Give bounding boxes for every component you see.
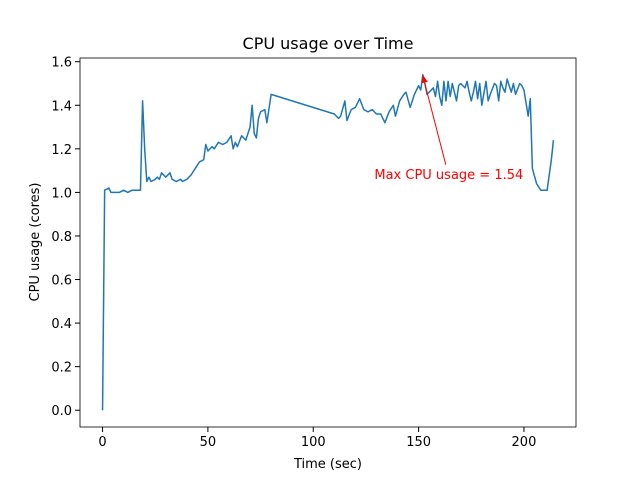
x-tick-label: 100 <box>301 435 326 450</box>
y-tick-label: 1.0 <box>51 186 72 201</box>
y-tick-label: 1.6 <box>51 56 72 71</box>
x-tick-label: 150 <box>406 435 431 450</box>
x-tick-label: 200 <box>512 435 537 450</box>
annotation-arrowhead <box>421 74 428 84</box>
x-tick-label: 50 <box>200 435 217 450</box>
y-tick-label: 1.2 <box>51 143 72 158</box>
x-axis-label: Time (sec) <box>293 457 362 472</box>
plot-frame <box>79 57 577 428</box>
annotation-arrow <box>422 75 447 165</box>
y-tick-label: 0.4 <box>51 317 72 332</box>
chart-title: CPU usage over Time <box>243 34 414 53</box>
y-tick-label: 0.8 <box>51 230 72 245</box>
y-tick-label: 0.2 <box>51 361 72 376</box>
y-tick-label: 0.6 <box>51 274 72 289</box>
line-series <box>101 74 555 411</box>
annotation-text: Max CPU usage = 1.54 <box>374 168 523 183</box>
y-tick-label: 0.0 <box>51 404 72 419</box>
y-axis-label: CPU usage (cores) <box>28 183 43 302</box>
y-tick-label: 1.4 <box>51 99 72 114</box>
x-tick-label: 0 <box>98 435 106 450</box>
